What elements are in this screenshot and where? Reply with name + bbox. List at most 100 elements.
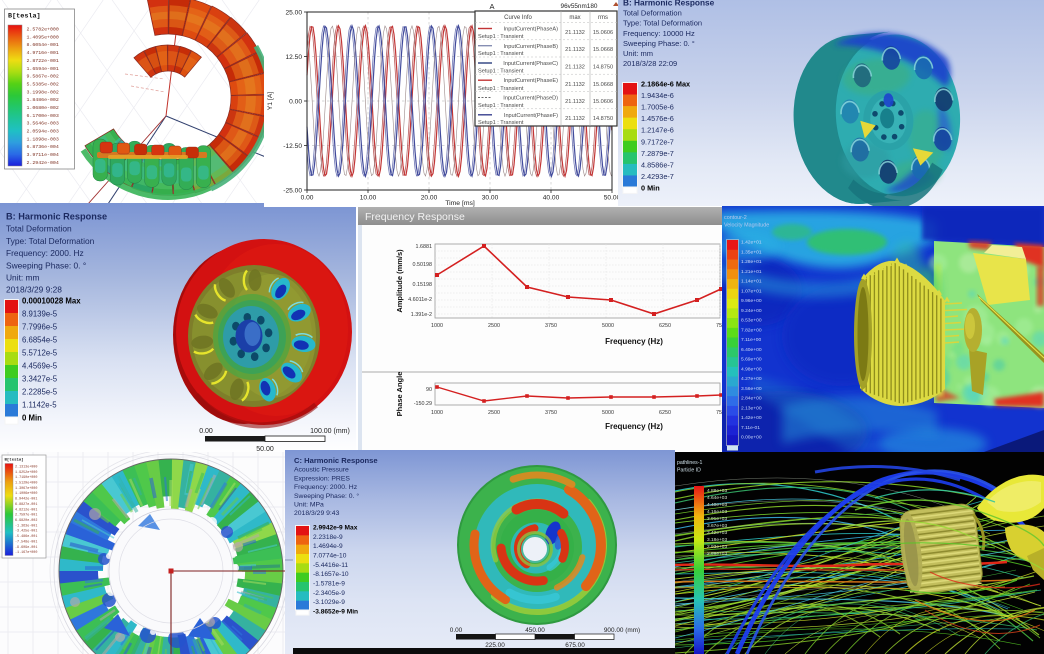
svg-text:1000: 1000 [431, 323, 443, 329]
svg-text:1.9252e+000: 1.9252e+000 [15, 471, 37, 475]
svg-text:0.00: 0.00 [450, 627, 463, 634]
svg-text:4.9716e-001: 4.9716e-001 [27, 50, 59, 56]
svg-text:1.14e+01: 1.14e+01 [741, 279, 762, 285]
svg-text:90: 90 [426, 387, 432, 393]
svg-text:-12.50: -12.50 [283, 143, 302, 150]
svg-text:10.00: 10.00 [360, 195, 377, 202]
svg-text:50.00: 50.00 [256, 446, 274, 453]
svg-text:900.00 (mm): 900.00 (mm) [604, 627, 640, 634]
svg-text:A: A [489, 2, 494, 11]
svg-text:12.50: 12.50 [285, 54, 302, 61]
svg-text:4.8212e-001: 4.8212e-001 [15, 508, 37, 512]
svg-text:0.15198: 0.15198 [413, 282, 433, 288]
svg-text:C: Harmonic Response: C: Harmonic Response [294, 456, 378, 465]
svg-text:Setup1 : Transient: Setup1 : Transient [478, 69, 524, 75]
svg-text:0.00: 0.00 [289, 98, 302, 105]
svg-text:21.1132: 21.1132 [565, 30, 585, 36]
svg-text:1.21e+01: 1.21e+01 [741, 269, 762, 275]
svg-text:3.67e+03: 3.67e+03 [707, 523, 727, 529]
svg-text:1.2147e-6: 1.2147e-6 [641, 126, 674, 135]
svg-text:Setup1 : Transient: Setup1 : Transient [478, 51, 524, 57]
svg-text:-1.5781e-9: -1.5781e-9 [313, 581, 345, 588]
svg-text:Frequency (Hz): Frequency (Hz) [605, 337, 663, 346]
svg-text:InputCurrent(PhaseE): InputCurrent(PhaseE) [504, 78, 559, 84]
svg-text:9.7172e-7: 9.7172e-7 [641, 137, 674, 146]
svg-text:14.8750: 14.8750 [593, 65, 613, 71]
svg-text:1.7005e-6: 1.7005e-6 [641, 103, 674, 112]
svg-text:1.6594e-001: 1.6594e-001 [27, 66, 59, 72]
svg-text:7.11e+00: 7.11e+00 [741, 337, 761, 343]
svg-text:21.1132: 21.1132 [565, 47, 585, 53]
svg-text:Frequency: 2000. Hz: Frequency: 2000. Hz [294, 484, 358, 491]
svg-text:Unit: mm: Unit: mm [623, 49, 653, 58]
svg-text:Total Deformation: Total Deformation [623, 9, 682, 18]
svg-text:2.1864e-6 Max: 2.1864e-6 Max [641, 80, 690, 89]
svg-text:Frequency: 2000. Hz: Frequency: 2000. Hz [6, 248, 84, 258]
svg-text:4.4569e-5: 4.4569e-5 [22, 362, 58, 371]
svg-text:3.1998e-002: 3.1998e-002 [27, 89, 59, 95]
svg-text:pathlines-1: pathlines-1 [677, 460, 702, 466]
svg-text:4.88e+03: 4.88e+03 [707, 488, 727, 494]
svg-text:15.0606: 15.0606 [593, 30, 613, 36]
svg-text:Unit: MPa: Unit: MPa [294, 502, 324, 509]
svg-text:3.18e+03: 3.18e+03 [707, 537, 727, 543]
svg-text:-2.3405e-9: -2.3405e-9 [313, 590, 345, 597]
svg-text:2.13e+00: 2.13e+00 [741, 405, 762, 411]
svg-text:30.00: 30.00 [482, 195, 499, 202]
svg-text:6250: 6250 [659, 410, 671, 416]
svg-text:6.9820e-002: 6.9820e-002 [15, 519, 37, 523]
svg-text:6.8827e-001: 6.8827e-001 [15, 503, 37, 507]
svg-text:Type: Total Deformation: Type: Total Deformation [6, 236, 95, 246]
svg-text:0 Min: 0 Min [22, 414, 42, 423]
svg-text:96v55nm180: 96v55nm180 [561, 3, 598, 10]
svg-text:5.69e+00: 5.69e+00 [741, 357, 762, 363]
svg-text:0 Min: 0 Min [641, 184, 660, 193]
svg-text:-3.1029e-9: -3.1029e-9 [313, 599, 345, 606]
svg-text:1.42e+01: 1.42e+01 [741, 240, 762, 246]
svg-text:8.9139e-5: 8.9139e-5 [22, 310, 58, 319]
svg-text:2.7597e-001: 2.7597e-001 [15, 514, 37, 518]
svg-text:Total Deformation: Total Deformation [6, 224, 72, 234]
svg-text:5.5712e-5: 5.5712e-5 [22, 349, 58, 358]
svg-text:2500: 2500 [488, 410, 500, 416]
svg-text:15.0668: 15.0668 [593, 47, 613, 53]
svg-text:8.53e+00: 8.53e+00 [741, 318, 762, 324]
svg-text:25.00: 25.00 [285, 9, 302, 16]
svg-text:2.2318e-9: 2.2318e-9 [313, 534, 343, 541]
svg-text:Type: Total Deformation: Type: Total Deformation [623, 19, 702, 28]
svg-text:6.6854e-5: 6.6854e-5 [22, 336, 58, 345]
svg-text:3.56e+00: 3.56e+00 [741, 386, 762, 392]
svg-text:40.00: 40.00 [543, 195, 560, 202]
svg-text:-5.486e-001: -5.486e-001 [15, 535, 37, 539]
svg-text:0.50198: 0.50198 [413, 262, 433, 268]
svg-text:2.69e+03: 2.69e+03 [707, 551, 727, 557]
svg-text:-3.8652e-9 Min: -3.8652e-9 Min [313, 609, 358, 616]
svg-text:21.1132: 21.1132 [565, 99, 585, 105]
svg-text:Unit: mm: Unit: mm [6, 273, 40, 283]
svg-text:1.28e+01: 1.28e+01 [741, 259, 762, 265]
svg-text:2018/3/28 22:09: 2018/3/28 22:09 [623, 59, 677, 68]
svg-text:Frequency Response: Frequency Response [365, 211, 465, 223]
svg-text:B[tes1a]: B[tes1a] [5, 458, 24, 463]
svg-text:InputCurrent(PhaseB): InputCurrent(PhaseB) [504, 44, 559, 50]
svg-text:InputCurrent(PhaseA): InputCurrent(PhaseA) [504, 27, 559, 33]
svg-text:Time [ms]: Time [ms] [445, 200, 475, 207]
svg-text:-7.548e-001: -7.548e-001 [15, 540, 37, 544]
svg-text:2.1313e+000: 2.1313e+000 [15, 466, 37, 470]
svg-text:100.00 (mm): 100.00 (mm) [310, 428, 350, 435]
svg-text:Curve Info: Curve Info [504, 15, 532, 21]
svg-text:1.9434e-6: 1.9434e-6 [641, 91, 674, 100]
svg-text:6.1700e-003: 6.1700e-003 [27, 113, 59, 119]
svg-text:contour-2: contour-2 [724, 215, 747, 221]
svg-text:1.3067e+000: 1.3067e+000 [15, 487, 37, 491]
svg-text:7.7996e-5: 7.7996e-5 [22, 323, 58, 332]
svg-text:8.6054e-001: 8.6054e-001 [27, 42, 59, 48]
svg-text:6250: 6250 [659, 323, 671, 329]
svg-text:5.5385e-002: 5.5385e-002 [27, 81, 59, 87]
svg-text:InputCurrent(PhaseD): InputCurrent(PhaseD) [503, 96, 558, 102]
svg-text:-25.00: -25.00 [283, 187, 302, 194]
svg-text:Setup1 : Transient: Setup1 : Transient [478, 34, 524, 40]
svg-text:3.5646e-003: 3.5646e-003 [27, 121, 59, 127]
svg-text:8.9442e-001: 8.9442e-001 [15, 498, 37, 502]
svg-text:1.5129e+000: 1.5129e+000 [15, 482, 37, 486]
